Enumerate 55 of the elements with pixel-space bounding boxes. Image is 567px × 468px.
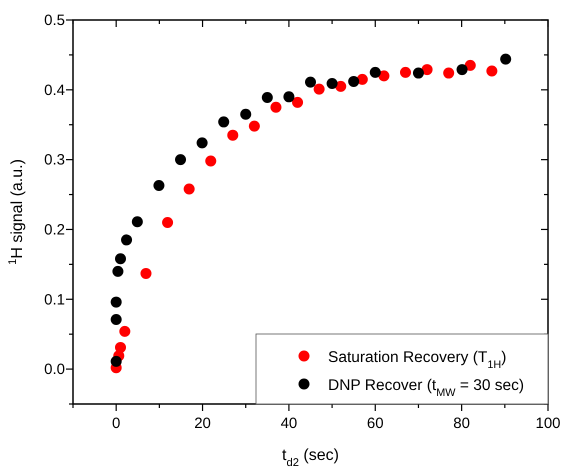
point: [227, 130, 238, 141]
point: [248, 120, 260, 132]
y-tick-label: 0.5: [44, 12, 65, 29]
point: [305, 76, 316, 88]
point: [140, 268, 152, 279]
point: [110, 314, 122, 326]
point: [153, 180, 164, 191]
point: [121, 234, 132, 246]
point: [456, 64, 468, 76]
y-tick-label: 0.2: [44, 221, 65, 238]
point: [292, 96, 304, 108]
point: [314, 84, 325, 95]
point: [110, 296, 122, 308]
point: [500, 54, 512, 65]
point: [115, 253, 126, 264]
point: [348, 76, 360, 87]
y-tick-label: 0.4: [44, 82, 65, 99]
point: [262, 92, 273, 103]
y-tick-label: 0.3: [44, 152, 65, 169]
point: [326, 78, 338, 90]
point: [378, 70, 390, 82]
point: [400, 66, 411, 78]
point: [356, 74, 368, 85]
point: [110, 356, 122, 367]
y-tick-label: 0.0: [44, 361, 65, 378]
legend-label: DNP Recover (t$_{MW}$ = 30 sec): [328, 377, 524, 399]
point: [486, 65, 498, 76]
y-tick-label: 0.1: [44, 291, 65, 308]
x-tick-label: 40: [280, 415, 298, 432]
point: [270, 102, 282, 113]
point: [443, 68, 454, 79]
x-axis-title: t$_{d2}$ (sec): [282, 447, 339, 468]
point: [240, 108, 252, 120]
point: [196, 137, 208, 148]
point: [175, 154, 186, 166]
x-tick-label: 100: [535, 415, 561, 432]
legend-label: Saturation Recovery (T$_{1H}$): [328, 349, 506, 371]
point: [162, 216, 174, 228]
point: [119, 326, 130, 337]
point: [370, 66, 381, 78]
point: [218, 116, 230, 128]
point: [112, 266, 124, 277]
point: [205, 156, 216, 167]
point: [335, 80, 346, 92]
point: [115, 342, 126, 353]
x-tick-label: 20: [194, 415, 211, 432]
x-tick-label: 0: [112, 415, 120, 432]
x-tick-label: 60: [366, 415, 384, 432]
point: [464, 60, 476, 71]
point: [412, 68, 424, 79]
point: [283, 91, 294, 102]
point: [132, 216, 143, 228]
x-tick-label: 80: [453, 415, 470, 432]
point: [184, 183, 195, 194]
point: [422, 64, 433, 76]
